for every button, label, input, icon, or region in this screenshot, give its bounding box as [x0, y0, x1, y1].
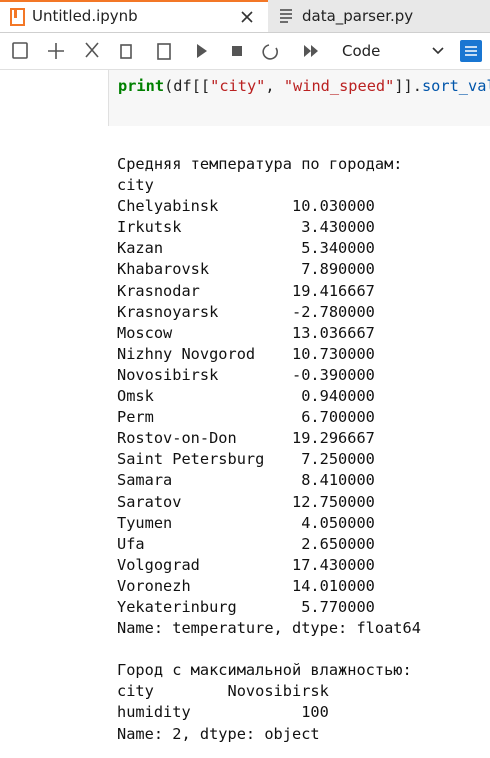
output-line: city	[117, 176, 154, 195]
code-cell[interactable]: print(df[["city", "wind_speed"]].sort_va…	[108, 70, 490, 126]
output-line	[117, 639, 421, 660]
output-line: Name: temperature, dtype: float64	[117, 619, 421, 638]
toolbar-icons	[12, 42, 318, 60]
run[interactable]	[197, 44, 207, 58]
settings-button[interactable]	[460, 40, 482, 62]
code-token: "wind_speed"	[283, 77, 395, 95]
output-line: Saratov 12.750000	[117, 492, 375, 511]
save[interactable]	[12, 42, 28, 59]
output-line: Krasnoyarsk -2.780000	[117, 302, 375, 321]
tab-bar: Untitled.ipynb data_parser.py	[0, 0, 490, 33]
run-all[interactable]	[304, 45, 318, 57]
cut[interactable]	[85, 42, 99, 58]
tab-label: Untitled.ipynb	[32, 7, 138, 25]
output-line: humidity 100	[117, 703, 329, 722]
dropdown-arrow[interactable]	[430, 33, 446, 69]
output-line: Khabarovsk 7.890000	[117, 260, 375, 279]
code-token: ,	[265, 77, 284, 95]
code-token: "city"	[210, 77, 266, 95]
output-line: Moscow 13.036667	[117, 323, 375, 342]
output-line: city Novosibirsk	[117, 682, 329, 701]
close-icon[interactable]	[240, 10, 254, 24]
output-line: Saint Petersburg 7.250000	[117, 450, 375, 469]
output-line: Omsk 0.940000	[117, 387, 375, 406]
output-line: Город с максимальной влажностью:	[117, 661, 412, 680]
code-token: (df[[	[164, 77, 211, 95]
notebook-icon	[10, 8, 25, 26]
output-line: Yekaterinburg 5.770000	[117, 597, 375, 616]
code-line: print(df[["city", "wind_speed"]].sort_va…	[118, 76, 490, 97]
file-icon	[280, 9, 292, 23]
code-token: print	[118, 77, 165, 95]
output-line: Ufa 2.650000	[117, 534, 375, 553]
output-line: Nizhny Novgorod 10.730000	[117, 344, 375, 363]
add[interactable]	[48, 43, 64, 59]
stop[interactable]	[232, 46, 242, 56]
cell-output: Средняя температура по городам: city Chely…	[117, 154, 421, 745]
output-line: Rostov-on-Don 19.296667	[117, 429, 375, 448]
output-line: Voronezh 14.010000	[117, 576, 375, 595]
output-line: Chelyabinsk 10.030000	[117, 197, 375, 216]
output-line: Name: 2, dtype: object	[117, 724, 320, 743]
copy[interactable]	[120, 44, 132, 59]
tab[interactable]: Untitled.ipynb	[0, 0, 268, 32]
output-line: Krasnodar 19.416667	[117, 281, 375, 300]
code-token: sort_valu	[421, 77, 490, 95]
cell-type[interactable]: Code	[342, 42, 381, 60]
code-token: ]].	[394, 77, 422, 95]
tab[interactable]: data_parser.py	[270, 0, 490, 32]
output-line: Samara 8.410000	[117, 471, 375, 490]
output-line: Tyumen 4.050000	[117, 513, 375, 532]
output-line: Perm 6.700000	[117, 408, 375, 427]
toolbar: Code	[0, 33, 490, 70]
restart[interactable]	[262, 44, 278, 60]
output-line: Volgograd 17.430000	[117, 555, 375, 574]
output-line: Средняя температура по городам:	[117, 155, 403, 173]
output-line: Novosibirsk -0.390000	[117, 365, 375, 384]
output-line: Irkutsk 3.430000	[117, 218, 375, 237]
output-line: Kazan 5.340000	[117, 239, 375, 258]
paste[interactable]	[157, 43, 171, 60]
tab-label: data_parser.py	[302, 7, 414, 25]
